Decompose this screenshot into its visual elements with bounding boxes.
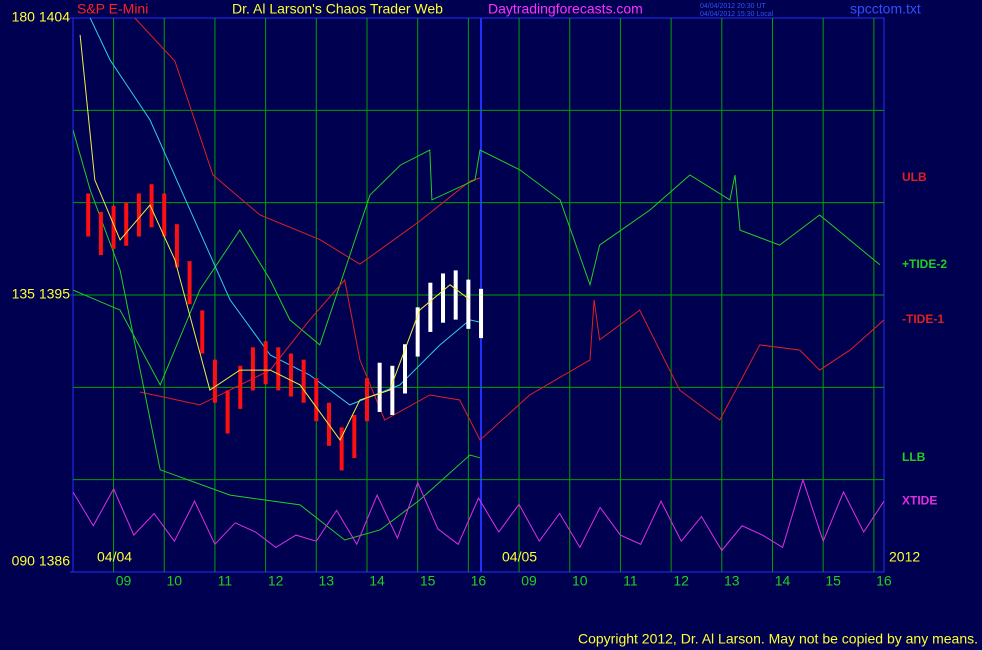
x-tick-label: 14 (369, 573, 385, 589)
x-tick-label: 10 (166, 573, 182, 589)
price-bar (162, 193, 167, 237)
series-label: -TIDE-1 (902, 312, 944, 326)
series-line (79, 34, 471, 441)
x-tick-label: 12 (673, 573, 689, 589)
site: Daytradingforecasts.com (488, 1, 643, 17)
x-tick-label: 09 (521, 573, 537, 589)
price-bar (339, 427, 344, 471)
price-bar (174, 224, 179, 268)
x-tick-label: 15 (825, 573, 841, 589)
price-bar (415, 307, 420, 357)
price-bar (428, 282, 433, 332)
x-tick-label: 10 (572, 573, 588, 589)
x-tick-label: 09 (116, 573, 132, 589)
price-bar (86, 193, 91, 237)
series-line (73, 129, 481, 541)
file-name: spcctom.txt (850, 1, 921, 17)
price-bar (263, 341, 268, 385)
x-tick-label: 14 (775, 573, 791, 589)
stamp-local: 04/04/2012 15:30 Local (700, 11, 774, 18)
y-tick-label: 180 1404 (12, 9, 71, 25)
price-bar (314, 378, 319, 422)
grid (70, 17, 884, 573)
price-bar (149, 184, 154, 228)
price-bar (187, 261, 192, 305)
series-line (73, 149, 881, 387)
date-label: 2012 (889, 549, 920, 565)
x-tick-label: 12 (268, 573, 284, 589)
stamp-ut: 04/04/2012 20:30 UT (700, 3, 766, 10)
x-tick-label: 11 (218, 573, 233, 589)
price-bar (403, 344, 408, 394)
price-bar (124, 202, 129, 246)
price-bar (466, 279, 471, 329)
price-bar (390, 365, 395, 416)
series-line (73, 478, 884, 552)
price-bar (136, 193, 141, 237)
y-tick-label: 135 1395 (12, 286, 71, 302)
price-bar (377, 362, 382, 412)
series-label: +TIDE-2 (902, 257, 947, 271)
price-bar (441, 273, 446, 323)
x-tick-label: 15 (420, 573, 436, 589)
series-label: XTIDE (902, 493, 937, 507)
price-bar (200, 310, 205, 354)
date-label: 04/05 (502, 549, 537, 565)
date-label: 04/04 (97, 549, 132, 565)
title: Dr. Al Larson's Chaos Trader Web (232, 1, 443, 17)
copyright: Copyright 2012, Dr. Al Larson. May not b… (578, 631, 978, 647)
series-label: LLB (902, 450, 926, 464)
labels: 180 1404 135 1395 090 1386 09 10 11 12 13 14 15 16… (12, 9, 948, 589)
x-tick-label: 13 (724, 573, 740, 589)
price-bar (250, 347, 255, 391)
price-bar (111, 205, 116, 249)
price-bar (225, 390, 230, 434)
price-bar (98, 211, 103, 255)
instrument: S&P E-Mini (77, 1, 148, 17)
price-bar (364, 378, 369, 422)
x-tick-label: 13 (319, 573, 335, 589)
price-bar (352, 415, 357, 459)
series-label: ULB (902, 170, 927, 184)
plot (73, 18, 884, 552)
x-tick-label: 16 (471, 573, 487, 589)
price-bar (479, 288, 484, 339)
series-line (134, 18, 481, 265)
series-line (89, 18, 481, 406)
series-line (139, 278, 884, 441)
price-bar (276, 347, 281, 391)
price-bar (238, 365, 243, 409)
x-tick-label: 16 (876, 573, 892, 589)
x-tick-label: 11 (623, 573, 638, 589)
price-bar (288, 353, 293, 397)
y-tick-label: 090 1386 (12, 553, 71, 569)
price-bar (301, 359, 306, 403)
price-bar (453, 270, 458, 320)
price-bar (212, 359, 217, 403)
